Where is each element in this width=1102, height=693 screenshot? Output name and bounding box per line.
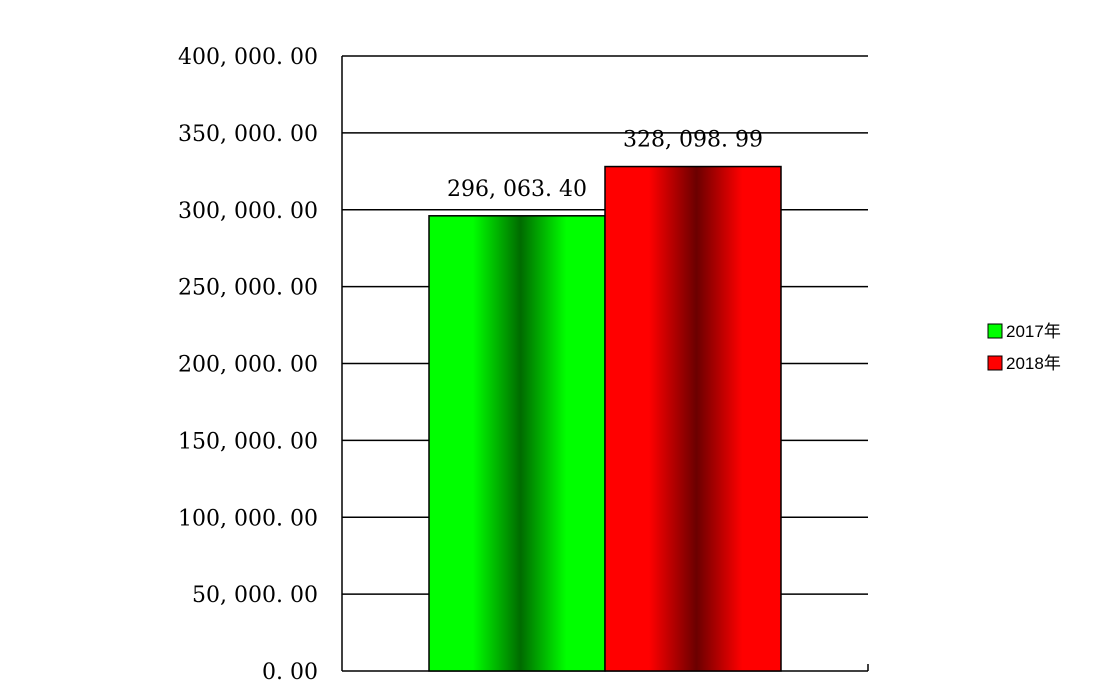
- data-labels: 296, 063. 40 328, 098. 99: [447, 128, 763, 202]
- y-tick-label: 350, 000. 00: [178, 122, 318, 147]
- y-tick-label: 300, 000. 00: [178, 199, 318, 224]
- bar-2017年: [428, 215, 606, 672]
- y-tick-label: 0. 00: [262, 660, 318, 685]
- bar-2018年: [604, 165, 782, 672]
- data-label: 328, 098. 99: [623, 128, 763, 153]
- legend-label: 2018年: [1006, 354, 1061, 373]
- y-tick-label: 100, 000. 00: [178, 506, 318, 531]
- legend-label: 2017年: [1006, 322, 1061, 341]
- y-tick-label: 250, 000. 00: [178, 276, 318, 301]
- data-label: 296, 063. 40: [447, 177, 587, 202]
- y-tick-label: 400, 000. 00: [178, 45, 318, 70]
- bars: [428, 165, 782, 672]
- legend: 2017年 2018年: [987, 322, 1061, 373]
- y-tick-label: 200, 000. 00: [178, 353, 318, 378]
- legend-swatch: [987, 323, 1003, 339]
- legend-swatch: [987, 355, 1003, 371]
- y-tick-label: 150, 000. 00: [178, 429, 318, 454]
- y-tick-label: 50, 000. 00: [192, 583, 318, 608]
- y-axis-tick-labels: 0. 00 50, 000. 00 100, 000. 00 150, 000. 00…: [178, 45, 318, 685]
